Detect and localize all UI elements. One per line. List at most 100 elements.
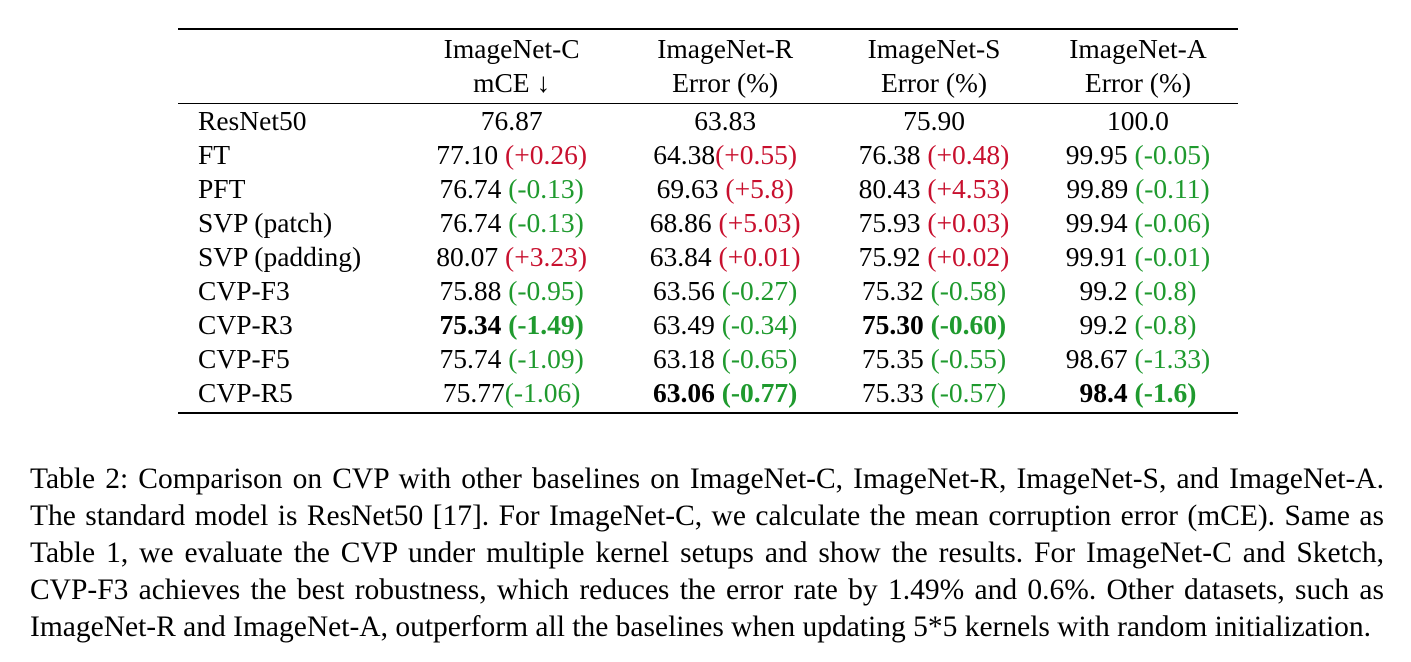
result-delta: (-0.11): [1135, 173, 1210, 204]
result-delta: (-0.27): [721, 275, 798, 306]
result-value: 76.87: [480, 105, 543, 136]
result-value: 99.94: [1065, 207, 1135, 238]
result-value: 75.30: [861, 309, 931, 340]
result-delta: (+0.55): [715, 139, 798, 170]
table-row: PFT 76.74 (-0.13) 69.63 (+5.8) 80.43 (+4.53…: [178, 172, 1238, 206]
table-row: CVP-F3 75.88 (-0.95) 63.56 (-0.27) 75.32 (-…: [178, 274, 1238, 308]
result-value: 69.63: [656, 173, 726, 204]
result-delta: (+4.53): [927, 173, 1010, 204]
result-delta: (-0.8): [1134, 309, 1197, 340]
result-cell: 69.63 (+5.8): [620, 172, 830, 206]
result-delta: (-0.8): [1134, 275, 1197, 306]
result-cell: 63.06 (-0.77): [620, 376, 831, 414]
result-cell: 63.49 (-0.34): [620, 308, 830, 342]
result-cell: 99.2 (-0.8): [1038, 308, 1238, 342]
header-imagenet-c-metric: mCE ↓: [403, 66, 621, 104]
result-cell: 75.30 (-0.60): [830, 308, 1038, 342]
header-row-1: ImageNet-C ImageNet-R ImageNet-S ImageNe…: [178, 28, 1238, 66]
result-delta: (-0.77): [721, 377, 798, 408]
result-cell: 80.07 (+3.23): [403, 240, 620, 274]
result-delta: (-0.01): [1134, 241, 1211, 272]
result-value: 68.86: [649, 207, 719, 238]
result-cell: 75.35 (-0.55): [830, 342, 1038, 376]
result-cell: 99.94 (-0.06): [1038, 206, 1238, 240]
result-value: 80.43: [858, 173, 928, 204]
result-value: 75.35: [861, 343, 931, 374]
result-cell: 76.74 (-0.13): [403, 172, 620, 206]
result-delta: (+0.01): [718, 241, 801, 272]
table-row: FT 77.10 (+0.26) 64.38(+0.55) 76.38 (+0.48)…: [178, 138, 1238, 172]
header-imagenet-r-metric: Error (%): [620, 66, 831, 104]
result-cell: 63.83: [620, 104, 830, 139]
table-row: CVP-R3 75.34 (-1.49) 63.49 (-0.34) 75.30 (-…: [178, 308, 1238, 342]
result-value: 63.18: [652, 343, 722, 374]
result-value: 76.38: [858, 139, 928, 170]
model-name: SVP (patch): [198, 207, 333, 238]
result-delta: (-0.58): [930, 275, 1007, 306]
result-value: 63.84: [649, 241, 719, 272]
result-value: 63.06: [652, 377, 722, 408]
header-imagenet-s: ImageNet-S: [830, 28, 1038, 66]
result-delta: (+5.8): [725, 173, 794, 204]
result-value: 100.0: [1107, 105, 1169, 136]
result-cell: 64.38(+0.55): [620, 138, 830, 172]
result-cell: 98.67 (-1.33): [1038, 342, 1238, 376]
result-value: 75.32: [861, 275, 931, 306]
result-cell: 76.74 (-0.13): [403, 206, 620, 240]
result-delta: (-0.34): [721, 309, 798, 340]
model-name: ResNet50: [198, 105, 307, 136]
result-cell: 99.95 (-0.05): [1038, 138, 1238, 172]
table-row: ResNet50 76.87 63.83 75.90 100.0: [178, 104, 1238, 139]
model-name: CVP-F3: [198, 275, 290, 306]
result-value: 63.56: [652, 275, 722, 306]
header-imagenet-c: ImageNet-C: [403, 28, 621, 66]
result-delta: (-0.57): [930, 377, 1007, 408]
result-cell: 63.18 (-0.65): [620, 342, 830, 376]
result-delta: (-0.95): [508, 275, 584, 306]
result-delta: (-0.05): [1134, 139, 1211, 170]
model-name: CVP-F5: [198, 343, 290, 374]
result-delta: (+0.03): [927, 207, 1010, 238]
header-row-2: mCE ↓ Error (%) Error (%) Error (%): [178, 66, 1238, 104]
result-delta: (-1.06): [504, 377, 581, 408]
header-imagenet-s-metric: Error (%): [830, 66, 1038, 104]
result-delta: (+0.26): [505, 139, 587, 170]
result-value: 80.07: [436, 241, 506, 272]
result-delta: (+0.48): [927, 139, 1010, 170]
header-model-metric: [178, 66, 404, 104]
result-value: 75.90: [903, 105, 965, 136]
result-cell: 100.0: [1038, 104, 1238, 139]
result-value: 75.33: [861, 377, 931, 408]
result-value: 63.49: [652, 309, 722, 340]
result-value: 63.83: [694, 105, 757, 136]
header-imagenet-a: ImageNet-A: [1037, 28, 1238, 66]
result-cell: 76.87: [403, 104, 620, 139]
result-delta: (-0.13): [508, 207, 584, 238]
result-cell: 75.90: [830, 104, 1038, 139]
model-name: FT: [198, 139, 231, 170]
result-delta: (-0.13): [508, 173, 584, 204]
header-imagenet-r: ImageNet-R: [620, 28, 831, 66]
header-imagenet-a-metric: Error (%): [1037, 66, 1238, 104]
result-value: 77.10: [436, 139, 506, 170]
result-value: 99.2: [1079, 309, 1135, 340]
result-delta: (-1.09): [508, 343, 584, 374]
result-value: 99.2: [1079, 275, 1135, 306]
result-value: 76.74: [439, 173, 509, 204]
table-row: SVP (patch) 76.74 (-0.13) 68.86 (+5.03) 75.…: [178, 206, 1238, 240]
table-row: SVP (padding) 80.07 (+3.23) 63.84 (+0.01) 7…: [178, 240, 1238, 274]
result-cell: 99.89 (-0.11): [1038, 172, 1238, 206]
result-delta: (+3.23): [505, 241, 587, 272]
result-value: 75.34: [439, 309, 509, 340]
result-value: 98.4: [1079, 377, 1135, 408]
result-cell: 76.38 (+0.48): [830, 138, 1038, 172]
result-value: 75.92: [858, 241, 928, 272]
result-cell: 98.4 (-1.6): [1037, 376, 1238, 414]
result-cell: 75.88 (-0.95): [403, 274, 620, 308]
result-cell: 75.74 (-1.09): [403, 342, 620, 376]
result-cell: 75.77(-1.06): [403, 376, 621, 414]
result-delta: (-1.6): [1134, 377, 1197, 408]
result-value: 98.67: [1065, 343, 1135, 374]
result-delta: (-0.55): [930, 343, 1007, 374]
result-value: 64.38: [653, 139, 716, 170]
